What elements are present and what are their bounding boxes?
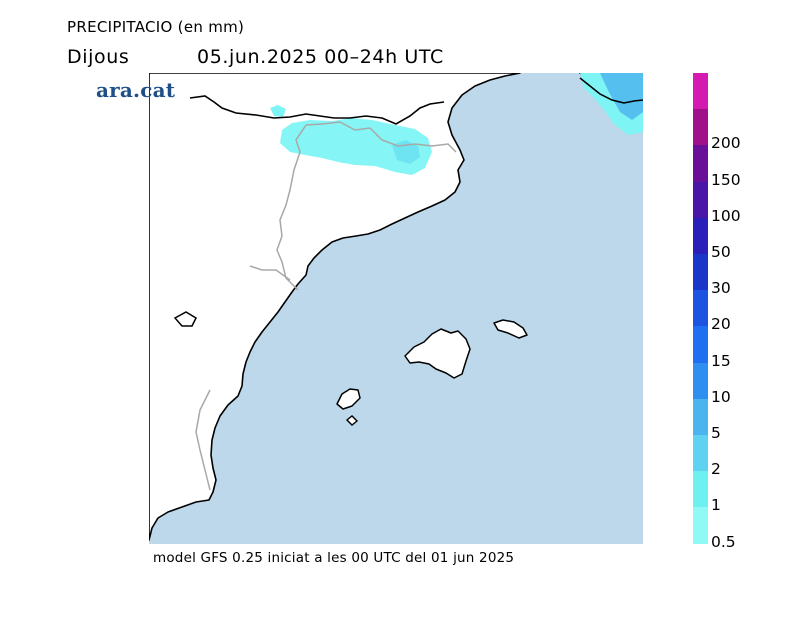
model-info: model GFS 0.25 iniciat a les 00 UTC del … <box>153 550 515 566</box>
island-eivissa <box>336 388 361 410</box>
legend-swatch <box>693 326 708 363</box>
legend-swatch <box>693 398 708 435</box>
legend-label: 50 <box>711 243 731 261</box>
legend-label: 1 <box>711 496 721 515</box>
legend-label: 15 <box>711 351 731 370</box>
mainland <box>149 73 521 541</box>
precip-area-pyrenees <box>280 118 432 175</box>
forecast-date-range: 05.jun.2025 00–24h UTC <box>197 46 444 68</box>
legend-swatch <box>693 217 708 254</box>
forecast-day: Dijous <box>67 46 130 68</box>
legend-label: 5 <box>711 424 721 442</box>
legend-swatch <box>693 362 708 399</box>
coast-inlet <box>173 311 197 327</box>
legend-swatch <box>693 109 708 146</box>
border-line-aragon <box>249 265 291 281</box>
legend-swatch <box>693 435 708 472</box>
legend-swatch <box>693 290 708 327</box>
border-line-south <box>195 389 211 491</box>
brand-logo: ara.cat <box>96 78 176 102</box>
legend-label: 150 <box>711 170 741 189</box>
precip-spot-andorra <box>270 105 286 117</box>
page-title: PRECIPITACIO (en mm) <box>67 18 245 36</box>
legend-label: 100 <box>711 206 741 225</box>
legend-label: 20 <box>711 315 731 334</box>
island-mallorca <box>404 328 471 379</box>
legend-label: 0.5 <box>711 532 736 551</box>
france-east-coastline <box>579 77 643 104</box>
border-line-north <box>305 121 457 153</box>
legend-label: 10 <box>711 387 731 406</box>
legend-swatch <box>693 471 708 508</box>
legend-swatch <box>693 181 708 218</box>
legend-swatch <box>693 507 708 544</box>
legend-swatch <box>693 254 708 291</box>
island-formentera <box>345 415 359 426</box>
legend-label: 200 <box>711 134 741 153</box>
legend-swatch-top <box>693 73 708 110</box>
island-menorca <box>493 319 528 339</box>
france-coastline <box>189 95 445 125</box>
precipitation-legend <box>693 73 708 544</box>
legend-swatch <box>693 145 708 182</box>
border-line-west <box>276 124 307 291</box>
legend-label: 30 <box>711 279 731 298</box>
legend-label: 2 <box>711 460 721 479</box>
precip-area-northeast-core <box>600 73 643 120</box>
